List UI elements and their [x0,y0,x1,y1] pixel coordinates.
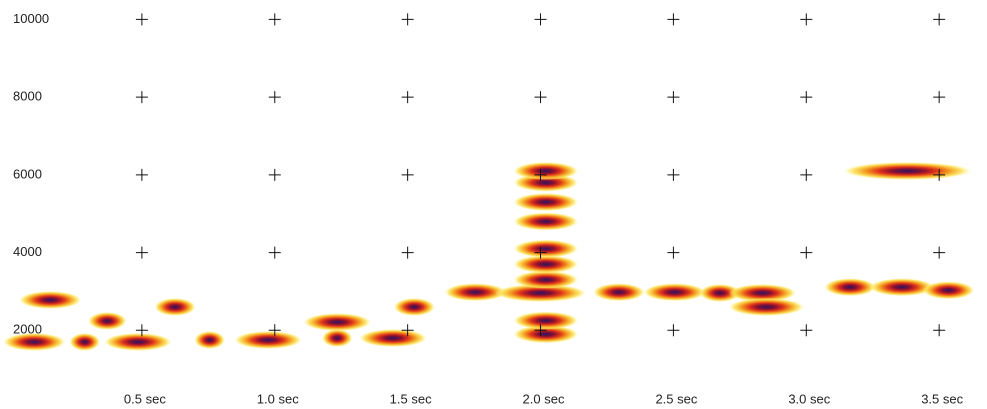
x-tick-label: 1.0 sec [257,391,299,406]
note [234,331,303,349]
grid-cross [933,168,946,181]
note [513,311,579,330]
grid-cross [667,246,680,259]
grid-cross [401,168,414,181]
note [513,255,579,274]
grid-cross [401,324,414,337]
note [359,329,427,348]
note [592,283,645,302]
note [154,297,196,316]
note [513,193,579,212]
grid-cross [401,91,414,104]
grid-cross [135,13,148,26]
grid-cross [534,168,547,181]
grid-cross [800,324,813,337]
grid-cross [268,13,281,26]
note [869,278,935,297]
note [18,290,82,309]
note [321,329,353,348]
y-tick-label: 4000 [13,244,42,259]
x-tick-label: 3.0 sec [788,391,830,406]
note [643,283,706,302]
grid-cross [933,324,946,337]
grid-cross [800,168,813,181]
note [103,332,172,351]
y-tick-label: 10000 [13,11,49,26]
grid-cross [800,13,813,26]
note [393,297,435,316]
grid-cross [933,246,946,259]
grid-cross [401,246,414,259]
note [513,212,579,231]
note [69,332,101,351]
x-tick-label: 2.5 sec [655,391,697,406]
grid-cross [534,91,547,104]
note [303,313,372,332]
grid-cross [268,91,281,104]
grid-cross [534,246,547,259]
y-tick-label: 6000 [13,166,42,181]
y-tick-label: 8000 [13,89,42,104]
note [513,239,579,258]
grid-cross [667,168,680,181]
note [922,281,975,300]
y-tick-label: 2000 [13,322,42,337]
grid-cross [933,91,946,104]
grid-cross [268,246,281,259]
note [88,311,127,330]
grid-cross [135,246,148,259]
x-tick-label: 2.0 sec [523,391,565,406]
note [444,283,507,302]
grid-cross [268,168,281,181]
note [824,278,877,297]
note [494,283,587,302]
note [728,283,797,302]
note [699,283,741,302]
x-tick-label: 3.5 sec [921,391,963,406]
grid-cross [135,91,148,104]
grid-cross [667,324,680,337]
grid-cross [534,13,547,26]
grid-cross [135,324,148,337]
note [3,332,66,351]
note [513,325,579,344]
note [513,270,579,289]
grid-cross [800,91,813,104]
x-tick-label: 0.5 sec [124,391,166,406]
x-tick-label: 1.5 sec [390,391,432,406]
note [194,331,225,349]
grid-cross [667,91,680,104]
grid-cross [268,324,281,337]
note [513,161,579,180]
grid-cross [800,246,813,259]
grid-cross [401,13,414,26]
note [728,297,805,316]
grid-cross [135,168,148,181]
grid-cross [667,13,680,26]
grid-cross [933,13,946,26]
grid-cross [534,324,547,337]
note [842,161,972,180]
